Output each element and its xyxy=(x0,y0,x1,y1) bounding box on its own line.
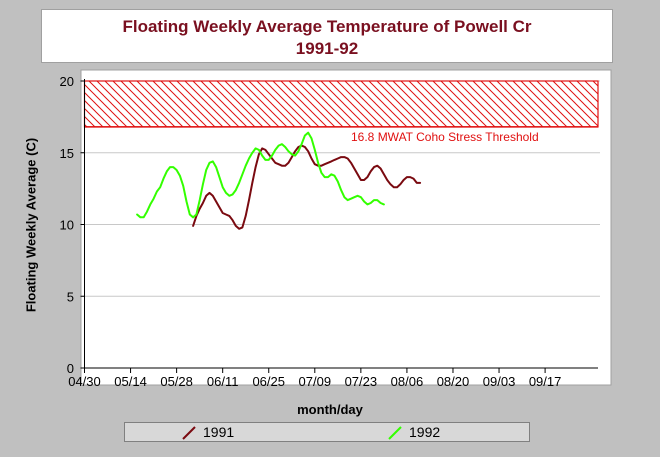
x-tick-label: 07/09 xyxy=(299,374,332,389)
legend: 1991 1992 xyxy=(124,422,530,442)
x-tick-label: 08/06 xyxy=(391,374,424,389)
chart-title-box: Floating Weekly Average Temperature of P… xyxy=(41,9,613,63)
legend-label-1992: 1992 xyxy=(409,424,441,440)
x-tick-label: 06/25 xyxy=(252,374,285,389)
legend-swatch-1991 xyxy=(182,426,196,440)
series-line-1992 xyxy=(136,131,385,219)
legend-swatch-1992 xyxy=(388,426,402,440)
x-tick-label: 06/11 xyxy=(207,374,239,389)
axes: 0 5 10 15 20 04/30 05/14 05/28 06/11 06/25 07/09 07… xyxy=(60,74,598,389)
y-tick-label: 0 xyxy=(67,361,74,376)
x-tick-label: 05/28 xyxy=(160,374,193,389)
x-tick-label: 05/14 xyxy=(114,374,147,389)
y-tick-label: 15 xyxy=(60,146,74,161)
series-line-1991 xyxy=(192,144,422,230)
x-tick-label: 09/17 xyxy=(529,374,562,389)
chart-subtitle: 1991-92 xyxy=(295,39,359,58)
x-tick-label: 04/30 xyxy=(68,374,101,389)
x-tick-label: 08/20 xyxy=(437,374,470,389)
y-tick-label: 20 xyxy=(60,74,74,89)
y-axis-label: Floating Weekly Average (C) xyxy=(23,137,39,313)
series-layer xyxy=(136,131,422,230)
threshold-label: 16.8 MWAT Coho Stress Threshold xyxy=(351,130,539,144)
x-tick-label: 07/23 xyxy=(345,374,378,389)
legend-label-1991: 1991 xyxy=(203,424,235,440)
x-tick-label: 09/03 xyxy=(483,374,516,389)
threshold-band: 16.8 MWAT Coho Stress Threshold xyxy=(83,80,599,144)
y-tick-label: 5 xyxy=(67,289,74,304)
chart-title: Floating Weekly Average Temperature of P… xyxy=(122,17,532,36)
y-tick-label: 10 xyxy=(60,218,74,233)
x-axis-label: month/day xyxy=(297,402,363,417)
threshold-hatched-band xyxy=(83,80,599,128)
